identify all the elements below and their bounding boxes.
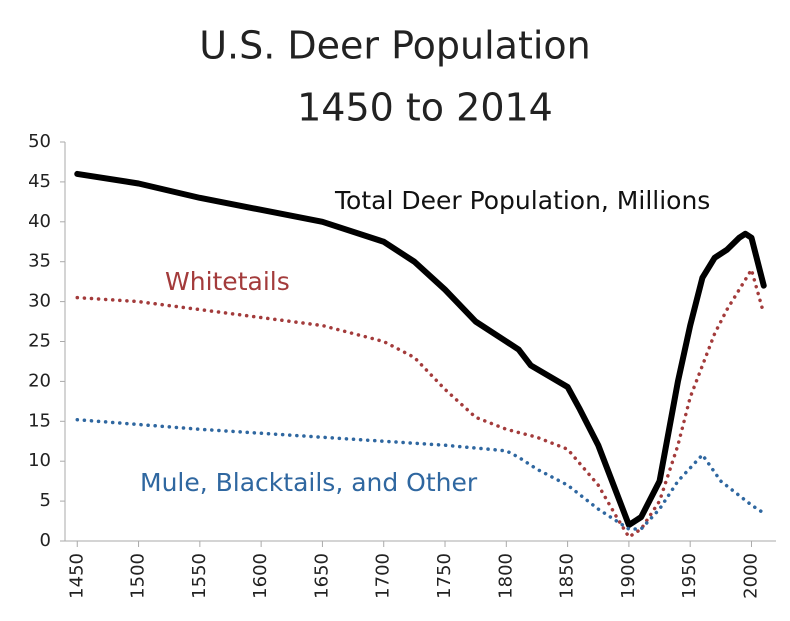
x-tick-label: 1750 [434, 553, 455, 599]
y-tick-label: 45 [28, 171, 51, 192]
y-tick-label: 40 [28, 211, 51, 232]
series-label: Mule, Blacktails, and Other [140, 468, 478, 497]
y-tick-label: 25 [28, 331, 51, 352]
y-tick-label: 10 [28, 450, 51, 471]
x-tick-label: 1500 [128, 553, 149, 599]
x-tick-label: 1700 [373, 553, 394, 599]
y-tick-label: 35 [28, 251, 51, 272]
x-tick-label: 1600 [250, 553, 271, 599]
series-line [74, 170, 767, 529]
series-label: Total Deer Population, Millions [334, 186, 710, 215]
x-tick-label: 1550 [189, 553, 210, 599]
x-tick-label: 1450 [66, 553, 87, 599]
series-line [75, 267, 766, 539]
chart-subtitle: 1450 to 2014 [297, 86, 553, 130]
x-tick-label: 1900 [618, 553, 639, 599]
y-tick-label: 30 [28, 291, 51, 312]
series-label: Whitetails [165, 267, 290, 296]
x-tick-label: 1950 [679, 553, 700, 599]
x-tick-label: 1650 [311, 553, 332, 599]
y-tick-label: 50 [28, 131, 51, 152]
series-line [75, 417, 766, 531]
y-tick-label: 0 [40, 530, 51, 551]
x-tick-label: 1850 [557, 553, 578, 599]
y-tick-label: 20 [28, 370, 51, 391]
y-tick-label: 15 [28, 410, 51, 431]
chart-title: U.S. Deer Population [199, 24, 591, 68]
x-tick-label: 2000 [740, 553, 761, 599]
y-tick-label: 5 [40, 490, 51, 511]
x-tick-label: 1800 [495, 553, 516, 599]
